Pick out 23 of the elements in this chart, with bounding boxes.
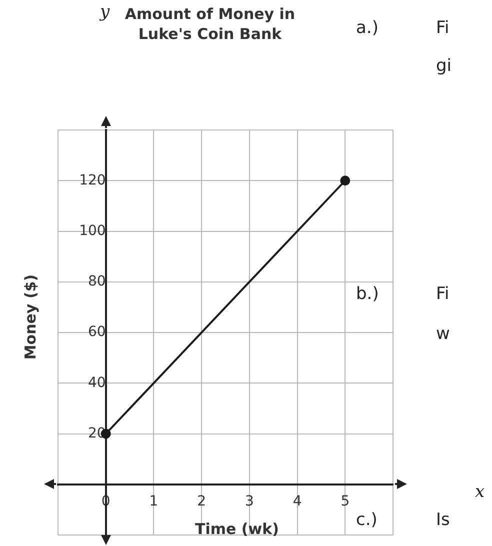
x-tick-label: 3 [244, 493, 254, 510]
annotation: c.) [356, 510, 378, 530]
y-tick-label: 40 [88, 374, 106, 391]
x-tick-label: 1 [149, 493, 158, 510]
x-tick-label: 4 [292, 493, 302, 510]
y-tick-label: 100 [79, 222, 106, 239]
text: Is [436, 510, 450, 530]
y-axis-title: Money ($) [22, 274, 40, 360]
x-tick-label: 5 [340, 493, 350, 510]
text: Fi [436, 284, 450, 304]
text: w [436, 324, 450, 344]
y-tick-label: 80 [88, 274, 106, 290]
text: Fi [436, 18, 450, 38]
text: y [100, 2, 110, 22]
x-tick-label: 2 [197, 493, 206, 510]
text: x [475, 482, 485, 502]
annotation: b.) [356, 284, 379, 304]
y-tick-label: 60 [88, 324, 106, 340]
x-axis-title: Time (wk) [195, 520, 279, 538]
text: gi [436, 56, 452, 76]
text: a.) [356, 18, 378, 38]
y-tick-label: 120 [79, 172, 106, 188]
chart-title: Amount of Money in Luke's Coin Bank [124, 4, 296, 44]
